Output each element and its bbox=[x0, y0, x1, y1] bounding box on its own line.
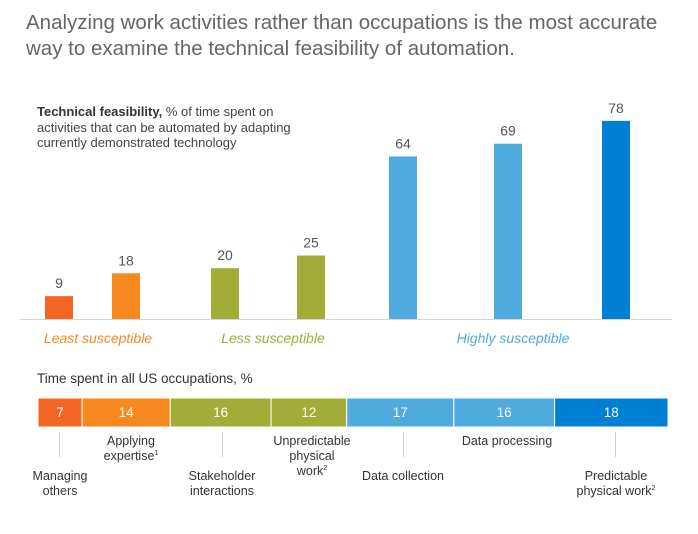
bar-value-label-5: 69 bbox=[500, 123, 516, 139]
group-label-2: Highly susceptible bbox=[457, 330, 570, 346]
stack-segment-label-2: 16 bbox=[213, 405, 228, 420]
bar-value-label-3: 25 bbox=[303, 235, 319, 251]
bar-0 bbox=[45, 296, 73, 319]
stack-segment-1 bbox=[81, 397, 171, 428]
headline: Analyzing work activities rather than oc… bbox=[26, 11, 658, 60]
stack-segment-3 bbox=[270, 397, 348, 428]
stacked-bar-title: Time spent in all US occupations, % bbox=[37, 371, 253, 386]
bar-chart-title-bold: Technical feasibility, bbox=[37, 104, 163, 119]
category-label-stakeholder-interactions: Stakeholder interactions bbox=[188, 469, 256, 498]
bar-chart-subtitle: Technical feasibility, % of time spent o… bbox=[37, 104, 307, 151]
stack-segment-label-5: 16 bbox=[497, 405, 512, 420]
bar-5 bbox=[494, 143, 522, 319]
bar-chart-title-rest: % of time spent on activities that can b… bbox=[37, 104, 291, 150]
stack-segment-5 bbox=[453, 397, 556, 428]
category-label-data-collection: Data collection bbox=[362, 469, 444, 483]
category-label-applying-expertise: Applying expertise1 bbox=[103, 434, 159, 463]
stack-segment-label-4: 17 bbox=[393, 405, 408, 420]
bar-3 bbox=[297, 255, 325, 319]
bar-1 bbox=[112, 273, 140, 319]
stack-segment-label-1: 14 bbox=[119, 405, 135, 420]
bar-value-label-2: 20 bbox=[217, 247, 233, 263]
bar-2 bbox=[211, 268, 239, 319]
stack-segment-label-6: 18 bbox=[604, 405, 619, 420]
group-label-0: Least susceptible bbox=[44, 330, 152, 346]
bar-6 bbox=[602, 120, 630, 319]
stack-segment-label-3: 12 bbox=[301, 405, 316, 420]
stack-segment-label-0: 7 bbox=[56, 405, 64, 420]
stack-segment-6 bbox=[554, 397, 669, 428]
bar-value-label-0: 9 bbox=[55, 275, 63, 291]
group-label-1: Less susceptible bbox=[221, 330, 325, 346]
category-label-predictable-physical-work: Predictable physical work2 bbox=[576, 469, 656, 498]
bar-value-label-1: 18 bbox=[118, 252, 134, 268]
category-label-managing-others: Managing others bbox=[32, 469, 88, 498]
bar-4 bbox=[389, 156, 417, 319]
bar-value-label-4: 64 bbox=[395, 135, 411, 151]
stack-segment-4 bbox=[346, 397, 455, 428]
category-label-data-processing: Data processing bbox=[461, 434, 553, 448]
bar-value-label-6: 78 bbox=[608, 100, 624, 116]
category-label-unpredictable-physical-work: Unpredictable physical work2 bbox=[273, 434, 351, 478]
